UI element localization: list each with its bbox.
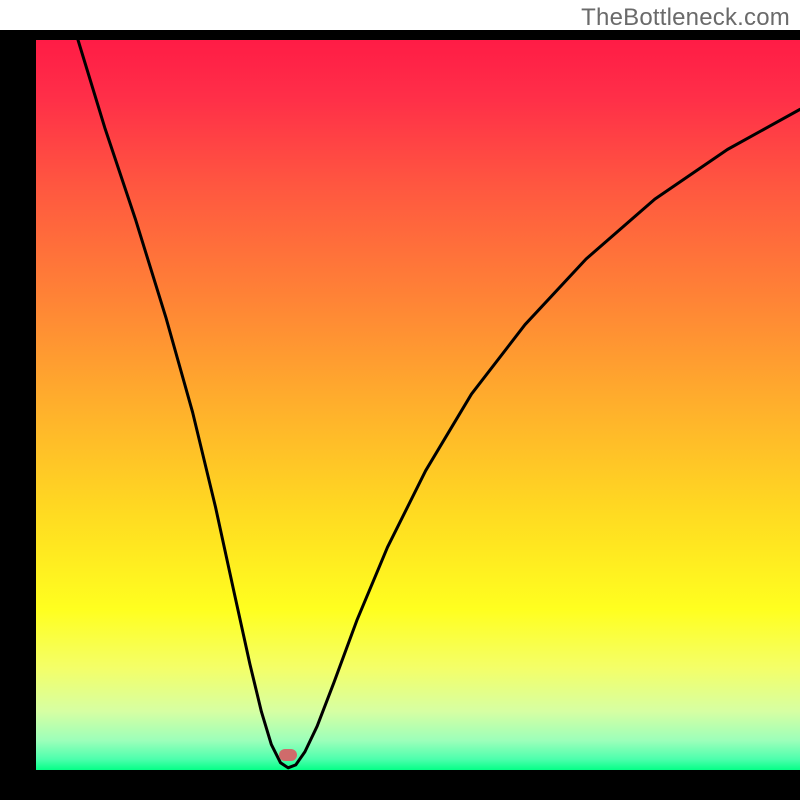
bottleneck-curve [36, 40, 800, 770]
border-left [0, 30, 36, 800]
minimum-marker [279, 749, 297, 761]
chart-container: TheBottleneck.com [0, 0, 800, 800]
watermark-text: TheBottleneck.com [581, 4, 790, 32]
plot-area [36, 40, 800, 770]
border-bottom [0, 770, 800, 800]
